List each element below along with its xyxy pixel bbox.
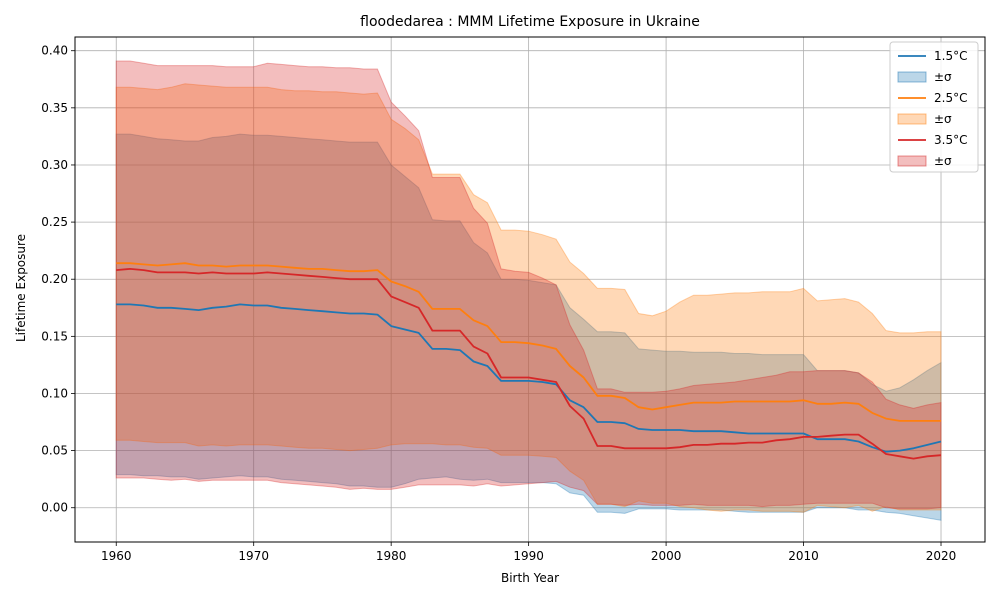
chart-title: floodedarea : MMM Lifetime Exposure in U… [360, 14, 700, 30]
plot-frame [74, 36, 986, 543]
y-tick-label: 0.40 [41, 44, 68, 58]
x-axis: 1960 1970 1980 1990 2000 2010 2020 [101, 542, 956, 563]
lines [116, 262, 942, 460]
y-tick-label: 0.20 [41, 272, 68, 286]
x-tick-label: 1990 [513, 549, 544, 563]
bands [115, 60, 942, 521]
x-tick-label: 2000 [651, 549, 682, 563]
legend-band-swatch [897, 155, 927, 167]
y-tick-label: 0.15 [41, 329, 68, 343]
legend: 1.5°C ±σ 2.5°C ±σ 3.5°C ±σ [889, 41, 979, 173]
line-3.5°C [116, 267, 942, 460]
y-tick-label: 0.25 [41, 215, 68, 229]
legend-label: ±σ [934, 70, 952, 84]
legend-label: ±σ [934, 112, 952, 126]
band-3.5°C [115, 60, 942, 510]
x-axis-label: Birth Year [501, 571, 559, 585]
x-tick-label: 1970 [238, 549, 269, 563]
line-2.5°C [116, 262, 941, 422]
x-tick-label: 2010 [788, 549, 819, 563]
band-1.5°C [115, 133, 942, 521]
y-tick-label: 0.00 [41, 501, 68, 515]
legend-label: 3.5°C [934, 133, 967, 147]
y-tick-label: 0.05 [41, 444, 68, 458]
y-axis: 0.00 0.05 0.10 0.15 0.20 0.25 0.30 0.35 0.40 [41, 44, 75, 515]
legend-label: 1.5°C [934, 49, 967, 63]
legend-label: ±σ [934, 154, 952, 168]
y-tick-label: 0.30 [41, 158, 68, 172]
legend-band-swatch [897, 113, 927, 125]
legend-band-swatch [897, 71, 927, 83]
legend-label: 2.5°C [934, 91, 967, 105]
x-tick-label: 1980 [376, 549, 407, 563]
x-tick-label: 2020 [926, 549, 957, 563]
y-tick-label: 0.10 [41, 386, 68, 400]
y-tick-label: 0.35 [41, 101, 68, 115]
band-2.5°C [115, 83, 942, 513]
x-tick-label: 1960 [101, 549, 132, 563]
line-1.5°C [116, 303, 942, 453]
grid [75, 37, 985, 542]
y-axis-label: Lifetime Exposure [14, 234, 28, 342]
